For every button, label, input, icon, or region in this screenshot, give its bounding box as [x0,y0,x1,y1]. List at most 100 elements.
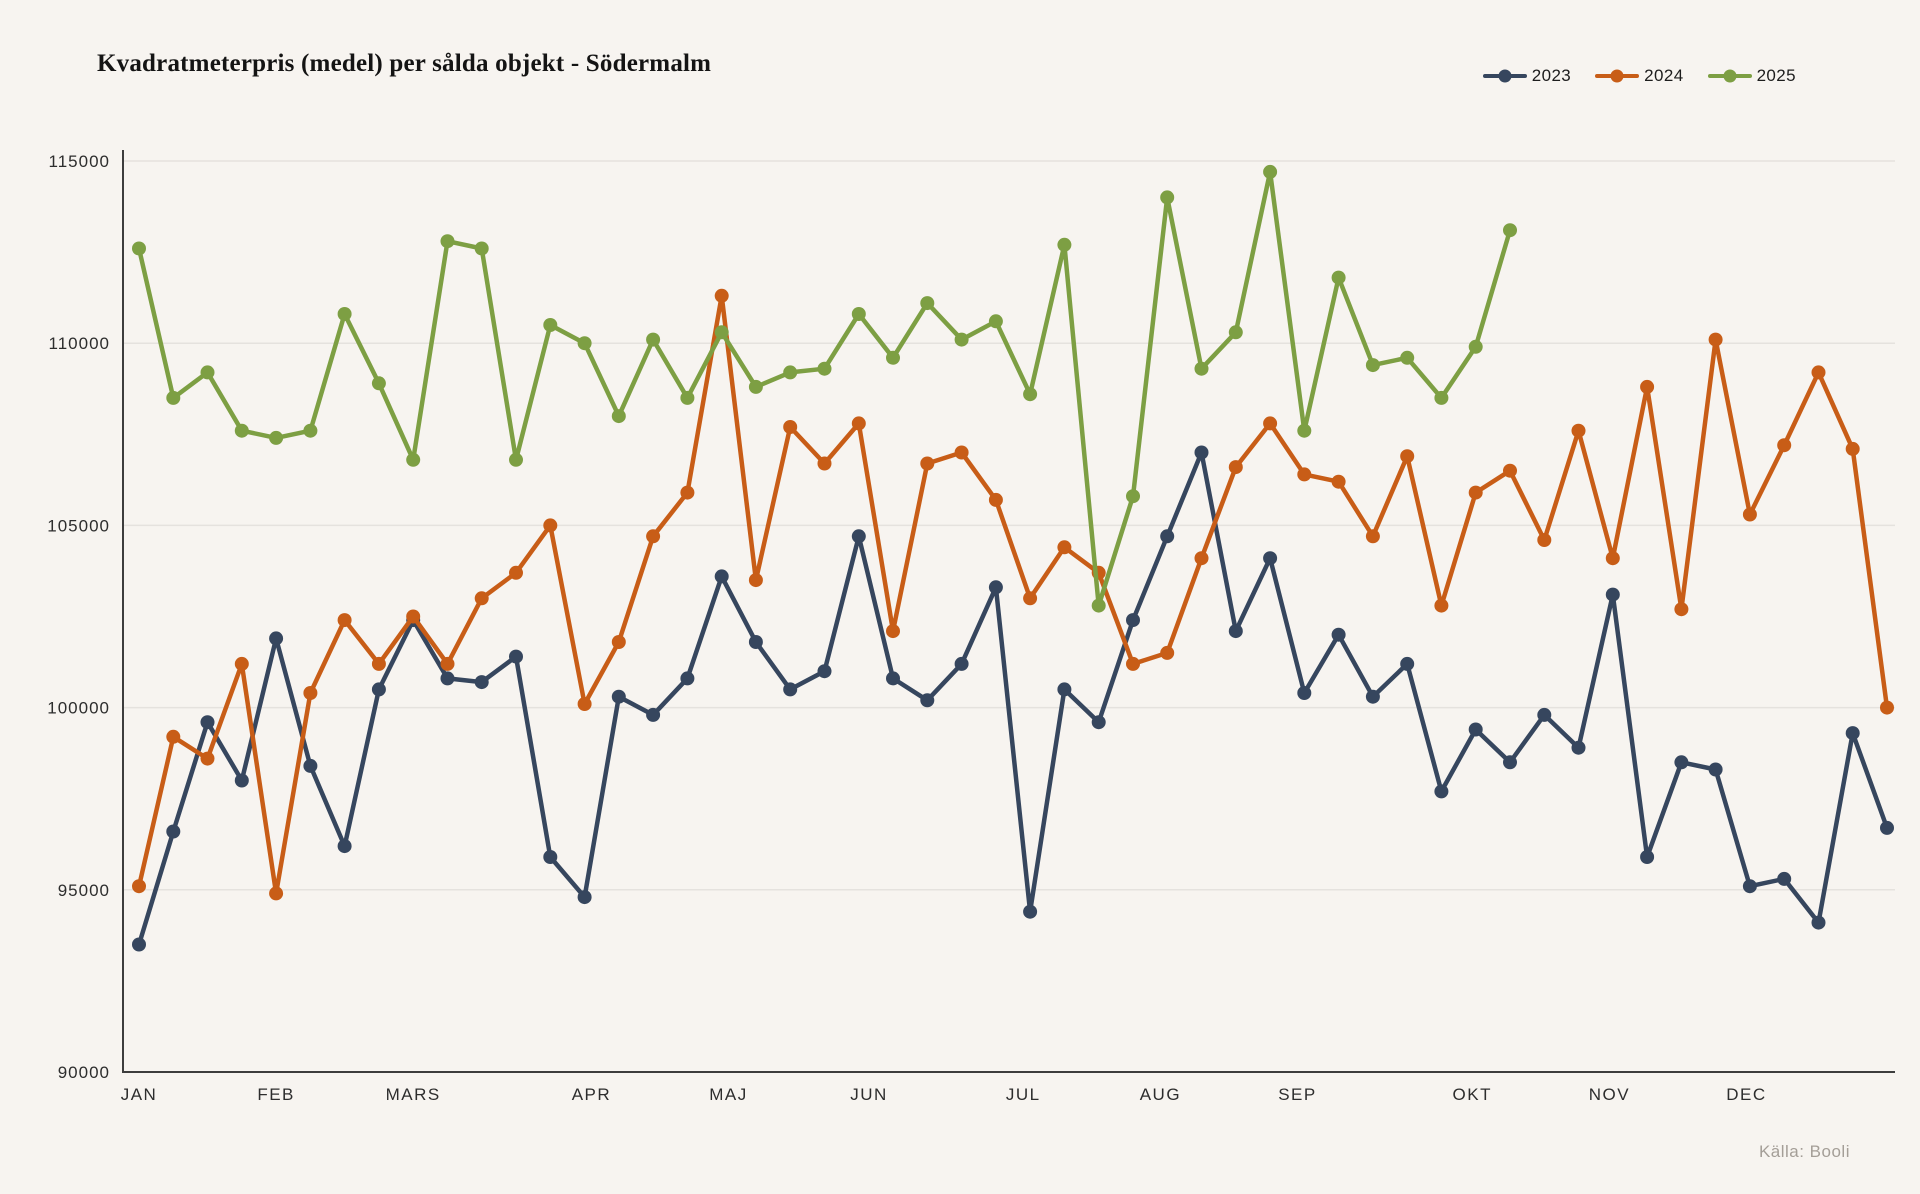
point-2023-w28 [1057,682,1072,697]
point-2023-w5 [269,631,284,646]
xtick-JAN: JAN [121,1085,158,1104]
point-2025-w15 [611,409,626,424]
point-2025-w41 [1503,223,1517,238]
point-2023-w34 [1263,551,1278,566]
point-2023-w24 [920,693,935,708]
series-line-2025 [136,169,1513,608]
point-2024-w42 [1537,533,1552,547]
xtick-JUN: JUN [850,1085,888,1104]
point-2023-w45 [1640,850,1655,864]
point-2024-w47 [1708,332,1723,347]
point-2024-w34 [1263,416,1278,431]
point-2025-w27 [1023,387,1038,402]
point-2025-w19 [748,379,763,394]
source-attribution: Källa: Booli [1758,1142,1850,1161]
point-2023-w44 [1605,587,1620,602]
point-2024-w38 [1400,449,1415,464]
point-2023-w21 [817,664,832,679]
point-2023-w13 [543,850,558,864]
xtick-OKT: OKT [1453,1085,1492,1104]
point-2024-w48 [1742,507,1757,522]
point-2025-w21 [817,361,832,376]
point-2023-w20 [783,682,798,697]
legend-label-2023: 2023 [1531,66,1572,85]
point-2023-w12 [509,649,523,664]
point-2023-w42 [1537,707,1552,722]
point-2025-w34 [1263,164,1278,179]
point-2024-w16 [646,529,661,544]
point-2025-w26 [988,314,1003,329]
point-2023-w51 [1845,726,1860,741]
point-2025-w39 [1434,390,1449,405]
point-2025-w3 [200,365,215,380]
point-2025-w31 [1160,190,1175,205]
point-2023-w19 [748,635,763,649]
point-2023-w27 [1023,904,1038,919]
point-2024-w6 [303,686,318,700]
point-2025-w16 [646,332,661,347]
point-2023-w6 [303,758,318,773]
point-2023-w10 [440,671,455,686]
point-2023-w38 [1400,656,1415,671]
legend-label-2025: 2025 [1756,66,1796,85]
point-2023-w39 [1434,784,1449,799]
point-2024-w21 [817,456,832,471]
point-2023-w2 [166,824,181,839]
xtick-NOV: NOV [1589,1085,1630,1104]
point-2025-w11 [474,241,489,256]
point-2024-w2 [166,729,181,744]
point-2024-w46 [1674,602,1689,617]
point-2025-w37 [1365,358,1380,373]
point-2024-w39 [1434,598,1449,613]
gridlines [123,160,1895,891]
point-2023-w29 [1091,715,1106,730]
point-2024-w1 [132,879,146,894]
point-2024-w7 [337,613,352,628]
point-2025-w22 [851,307,866,321]
point-2024-w45 [1640,379,1655,394]
point-2023-w22 [851,529,866,544]
point-2024-w52 [1880,700,1894,715]
point-2023-w33 [1228,624,1243,639]
point-2023-w40 [1468,722,1483,737]
point-2024-w26 [988,492,1003,507]
point-2024-w9 [406,609,421,624]
point-2023-w52 [1880,820,1894,835]
point-2025-w24 [920,296,935,311]
point-2023-w37 [1365,689,1380,704]
point-2024-w23 [886,624,900,639]
point-2025-w32 [1194,361,1209,376]
point-2024-w24 [920,456,935,471]
point-2024-w37 [1365,529,1380,544]
chart-title: Kvadratmeterpris (medel) per sålda objek… [97,50,712,77]
series-2025 [132,164,1517,613]
xtick-AUG: AUG [1140,1085,1181,1104]
legend-item-2023: 2023 [1482,66,1572,86]
xtick-MARS: MARS [386,1085,441,1104]
series-line-2024 [136,293,1890,896]
point-2025-w29 [1091,598,1106,613]
point-2025-w12 [509,452,523,467]
point-2024-w43 [1571,423,1586,438]
ytick-90000: 90000 [58,1063,110,1082]
point-2025-w30 [1126,489,1140,504]
legend-label-2024: 2024 [1644,66,1684,85]
point-2024-w40 [1468,485,1483,500]
point-2024-w10 [440,656,455,671]
ytick-100000: 100000 [47,699,110,718]
point-2024-w51 [1845,441,1860,456]
xtick-APR: APR [572,1085,611,1104]
point-2023-w16 [646,707,661,722]
point-2025-w5 [269,430,284,445]
ytick-105000: 105000 [47,516,110,535]
point-2025-w13 [543,318,558,332]
point-2024-w4 [234,656,249,671]
legend-swatch-2025 [1707,69,1752,83]
point-2023-w32 [1194,445,1209,460]
point-2025-w8 [371,376,386,391]
point-2024-w13 [543,518,558,533]
x-tick-labels: JAN FEB MARS APR MAJ JUN JUL AUG SEP OKT NOV DEC [121,1085,1765,1104]
point-2024-w22 [851,416,866,431]
point-2025-w40 [1468,339,1483,354]
